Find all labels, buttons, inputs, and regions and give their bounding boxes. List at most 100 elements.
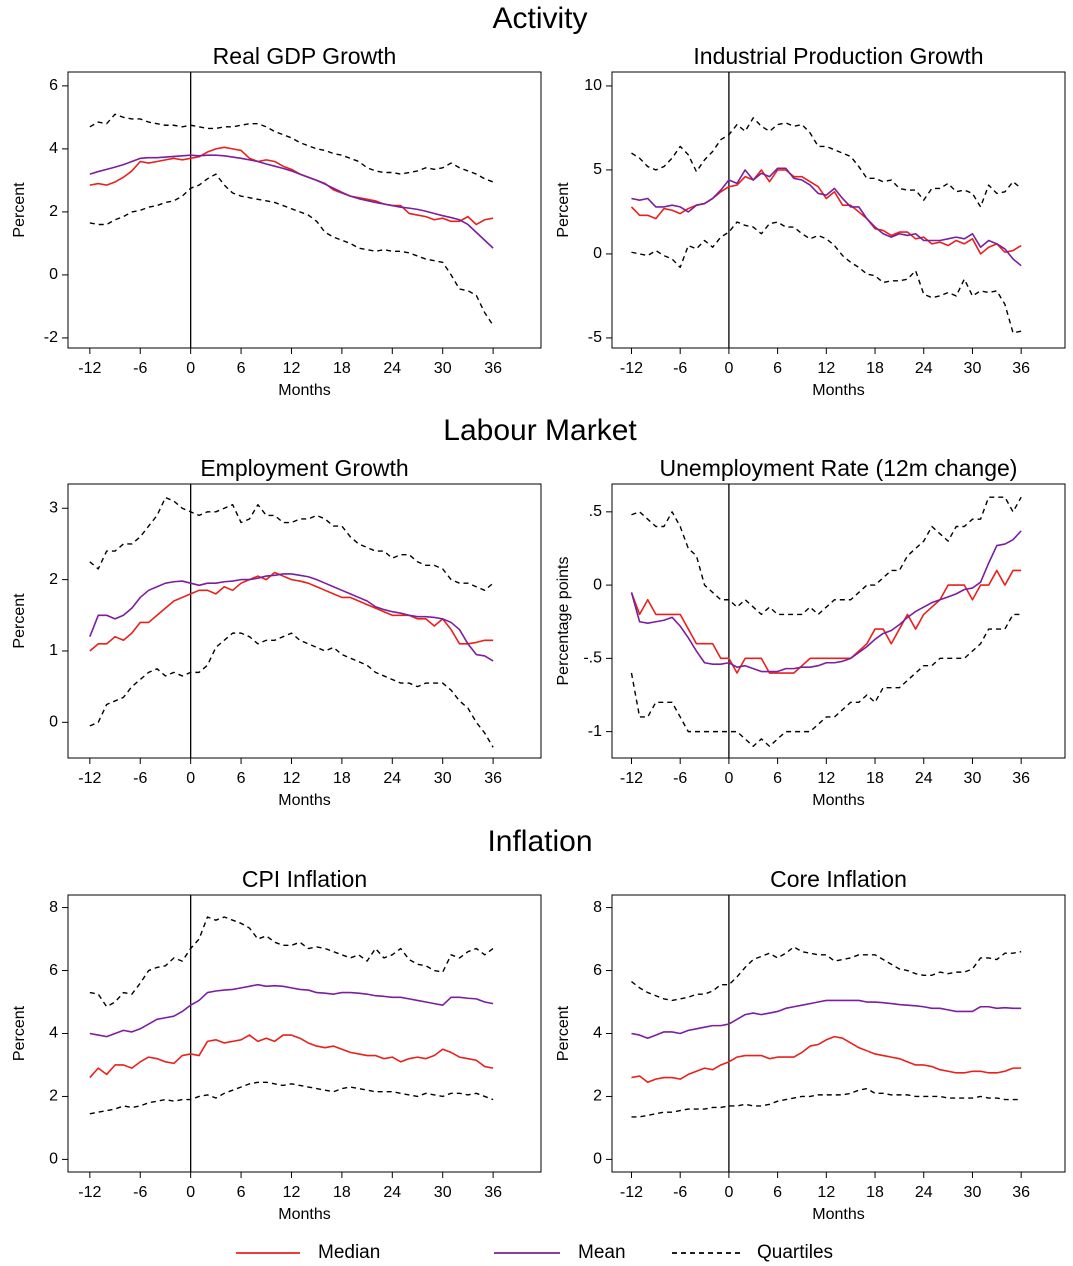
x-tick-label: -12 <box>78 770 101 787</box>
x-tick-label: 0 <box>186 360 195 377</box>
x-tick-label: -6 <box>133 1184 147 1201</box>
series-line <box>631 221 1022 334</box>
series-line <box>630 613 1022 747</box>
y-tick-label: 4 <box>49 140 58 157</box>
x-tick-label: -12 <box>78 360 101 377</box>
series-line <box>630 530 1022 673</box>
x-tick-label: 30 <box>434 360 452 377</box>
y-tick-label: 6 <box>49 962 58 979</box>
series-line <box>630 169 1022 255</box>
x-tick-label: 24 <box>915 770 933 787</box>
x-tick-label: 30 <box>964 1184 982 1201</box>
series-line <box>631 1035 1022 1084</box>
plot-frame <box>67 71 542 349</box>
x-tick-label: 12 <box>283 770 301 787</box>
x-tick-label: -6 <box>673 770 687 787</box>
x-tick-label: 30 <box>964 360 982 377</box>
y-tick-label: 3 <box>49 499 58 516</box>
x-tick-label: -12 <box>620 1184 643 1201</box>
x-tick-label: 6 <box>773 770 782 787</box>
x-tick-label: 24 <box>383 1184 401 1201</box>
series-line <box>631 946 1022 1002</box>
chart-title: Industrial Production Growth <box>693 43 983 69</box>
series-line <box>89 573 494 662</box>
x-tick-label: 6 <box>237 360 246 377</box>
x-tick-label: 12 <box>283 1184 301 1201</box>
chart-title: Core Inflation <box>770 866 907 892</box>
x-tick-label: 12 <box>283 360 301 377</box>
series-line <box>631 496 1022 616</box>
series-line <box>89 496 494 592</box>
y-tick-label: 4 <box>49 1025 58 1042</box>
x-tick-label: 6 <box>237 770 246 787</box>
y-tick-label: 0 <box>49 714 58 731</box>
chart-title: Unemployment Rate (12m change) <box>660 455 1018 481</box>
x-tick-label: 36 <box>1012 770 1030 787</box>
y-tick-label: 4 <box>593 1025 602 1042</box>
x-tick-label: 24 <box>915 1184 933 1201</box>
x-tick-label: 36 <box>1012 1184 1030 1201</box>
series-line <box>89 154 494 249</box>
series-line <box>89 983 494 1038</box>
y-axis-label: Percentage points <box>555 557 572 686</box>
y-tick-label: 2 <box>49 571 58 588</box>
x-tick-label: 18 <box>333 1184 351 1201</box>
series-line <box>89 916 494 1008</box>
y-axis-label: Percent <box>555 182 572 238</box>
x-tick-label: 0 <box>186 1184 195 1201</box>
series-line <box>89 146 494 226</box>
x-tick-label: 36 <box>484 1184 502 1201</box>
y-tick-label: 0 <box>593 1151 602 1168</box>
x-tick-label: 24 <box>383 360 401 377</box>
y-tick-label: -.5 <box>583 650 602 667</box>
y-axis-label: Percent <box>11 1005 28 1061</box>
y-tick-label: 2 <box>49 203 58 220</box>
x-tick-label: 0 <box>186 770 195 787</box>
x-tick-label: -12 <box>620 360 643 377</box>
series-line <box>89 571 494 652</box>
x-axis-label: Months <box>278 382 330 399</box>
x-tick-label: 24 <box>915 360 933 377</box>
x-tick-label: 36 <box>1012 360 1030 377</box>
y-tick-label: 2 <box>593 1088 602 1105</box>
series-line <box>89 632 494 748</box>
y-tick-label: 0 <box>593 576 602 593</box>
y-axis-label: Percent <box>11 593 28 649</box>
y-tick-label: 0 <box>49 1151 58 1168</box>
x-tick-label: -6 <box>673 1184 687 1201</box>
x-tick-label: -6 <box>133 770 147 787</box>
y-tick-label: -1 <box>588 723 602 740</box>
legend-label: Median <box>318 1242 380 1263</box>
x-tick-label: 18 <box>866 1184 884 1201</box>
x-axis-label: Months <box>812 382 864 399</box>
x-tick-label: -6 <box>673 360 687 377</box>
x-tick-label: 18 <box>866 770 884 787</box>
y-tick-label: 0 <box>593 245 602 262</box>
x-tick-label: 0 <box>724 1184 733 1201</box>
x-tick-label: 0 <box>724 360 733 377</box>
x-tick-label: 6 <box>773 360 782 377</box>
series-line <box>631 999 1022 1040</box>
y-tick-label: .5 <box>589 503 602 520</box>
legend-label: Quartiles <box>757 1242 833 1263</box>
x-tick-label: -6 <box>133 360 147 377</box>
y-axis-label: Percent <box>11 182 28 238</box>
x-tick-label: 18 <box>333 360 351 377</box>
series-line <box>630 569 1022 674</box>
x-tick-label: 36 <box>484 770 502 787</box>
y-tick-label: 6 <box>49 77 58 94</box>
x-axis-label: Months <box>812 1206 864 1223</box>
x-tick-label: 36 <box>484 360 502 377</box>
x-tick-label: 18 <box>866 360 884 377</box>
x-tick-label: 6 <box>237 1184 246 1201</box>
plot-frame <box>611 71 1066 349</box>
y-tick-label: 0 <box>49 266 58 283</box>
legend-label: Mean <box>578 1242 626 1263</box>
x-tick-label: 30 <box>964 770 982 787</box>
chart-title: CPI Inflation <box>242 866 367 892</box>
chart-title: Real GDP Growth <box>213 43 397 69</box>
x-tick-label: -12 <box>78 1184 101 1201</box>
